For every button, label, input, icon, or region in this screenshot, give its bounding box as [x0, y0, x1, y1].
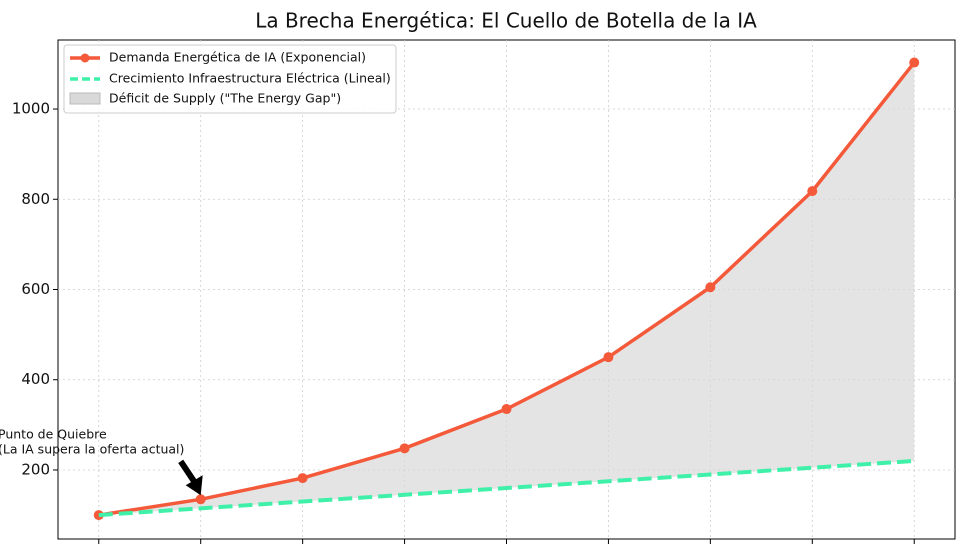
series-line [98, 458, 915, 518]
point [399, 443, 410, 454]
legend-box [63, 44, 397, 114]
point [501, 404, 512, 415]
legend-label: Déficit de Supply ("The Energy Gap") [109, 91, 341, 106]
y-tick-label: 400 [21, 370, 50, 388]
y-tick-label: 600 [21, 280, 50, 298]
legend-label: Crecimiento Infraestructura Eléctrica (L… [109, 71, 391, 86]
annotation-text: Punto de Quiebre [0, 427, 107, 442]
legend-swatch [69, 92, 101, 105]
annotation-text: (La IA supera la oferta actual) [0, 442, 184, 457]
chart-title: La Brecha Energética: El Cuello de Botel… [255, 9, 757, 33]
point [195, 494, 206, 505]
y-tick-label: 200 [21, 460, 50, 478]
legend: Demanda Energética de IA (Exponencial) Cr… [63, 44, 397, 114]
legend-marker [80, 53, 90, 63]
arrow-head [185, 475, 203, 496]
point [807, 186, 818, 197]
y-tick-label: 800 [21, 190, 50, 208]
y-tick-label: 1000 [12, 100, 50, 118]
point [705, 282, 716, 293]
gap-area [98, 62, 915, 516]
point [603, 352, 614, 363]
point [909, 57, 920, 68]
legend-label: Demanda Energética de IA (Exponencial) [109, 50, 366, 65]
point [297, 473, 308, 484]
